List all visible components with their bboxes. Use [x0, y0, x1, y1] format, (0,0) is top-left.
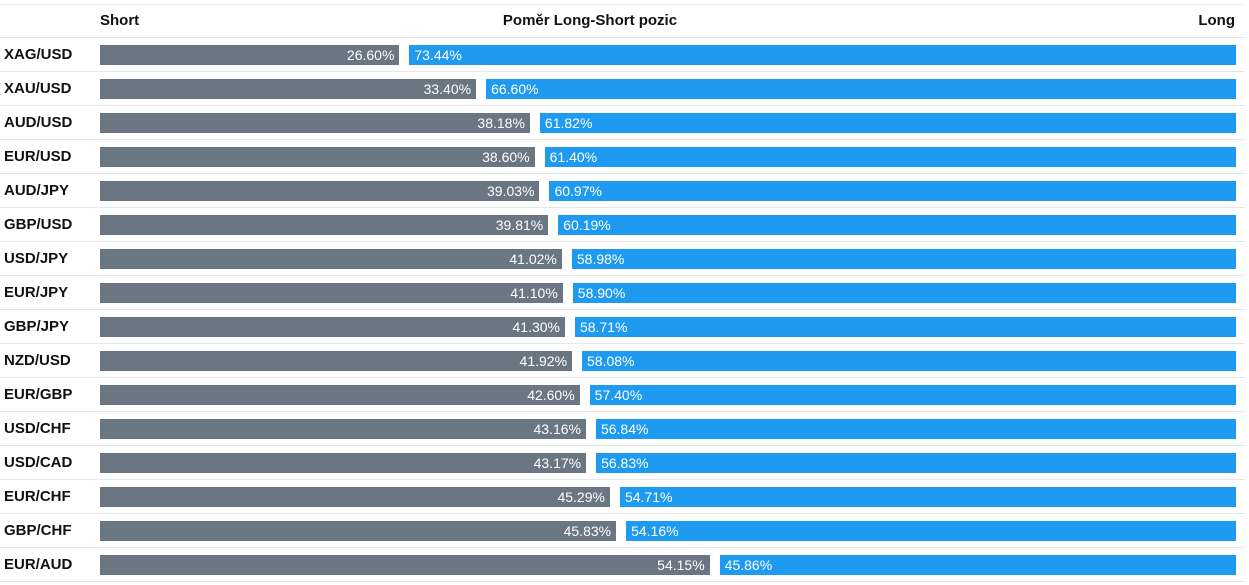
- short-bar: 42.60%: [100, 385, 580, 405]
- short-column-label: Short: [100, 12, 140, 29]
- long-bar: 60.19%: [558, 215, 1236, 235]
- short-bar: 45.83%: [100, 521, 617, 541]
- bar-row: USD/JPY 41.02% 58.98%: [0, 242, 1245, 276]
- long-bar: 58.90%: [572, 283, 1236, 303]
- short-bar: 39.03%: [100, 181, 540, 201]
- bar-row: XAG/USD 26.60% 73.44%: [0, 38, 1245, 72]
- long-bar: 61.40%: [544, 147, 1236, 167]
- category-label: USD/CAD: [4, 454, 73, 471]
- category-label: AUD/JPY: [4, 182, 70, 199]
- category-label: XAG/USD: [4, 46, 73, 63]
- bar-row: NZD/USD 41.92% 58.08%: [0, 344, 1245, 378]
- short-bar: 41.30%: [100, 317, 565, 337]
- category-label: EUR/USD: [4, 148, 72, 165]
- category-label: USD/CHF: [4, 420, 71, 437]
- bar-row: GBP/USD 39.81% 60.19%: [0, 208, 1245, 242]
- category-label: AUD/USD: [4, 114, 73, 131]
- long-bar: 56.83%: [596, 453, 1236, 473]
- long-bar: 57.40%: [589, 385, 1236, 405]
- category-label: GBP/CHF: [4, 522, 72, 539]
- category-label: GBP/USD: [4, 216, 73, 233]
- bar-row: EUR/AUD 54.15% 45.86%: [0, 548, 1245, 582]
- bar-row: GBP/CHF 45.83% 54.16%: [0, 514, 1245, 548]
- long-column-label: Long: [1198, 12, 1235, 29]
- bar-row: GBP/JPY 41.30% 58.71%: [0, 310, 1245, 344]
- long-bar: 56.84%: [595, 419, 1236, 439]
- bar-row: XAU/USD 33.40% 66.60%: [0, 72, 1245, 106]
- short-bar: 41.92%: [100, 351, 573, 371]
- long-bar: 54.16%: [626, 521, 1236, 541]
- short-bar: 43.17%: [100, 453, 587, 473]
- short-bar: 26.60%: [100, 45, 400, 65]
- category-label: EUR/GBP: [4, 386, 73, 403]
- bar-row: EUR/JPY 41.10% 58.90%: [0, 276, 1245, 310]
- category-label: GBP/JPY: [4, 318, 70, 335]
- long-bar: 66.60%: [486, 79, 1236, 99]
- long-bar: 58.08%: [582, 351, 1236, 371]
- short-bar: 43.16%: [100, 419, 586, 439]
- long-bar: 45.86%: [719, 555, 1236, 575]
- short-bar: 41.10%: [100, 283, 563, 303]
- long-bar: 54.71%: [619, 487, 1236, 507]
- category-label: EUR/CHF: [4, 488, 71, 505]
- chart-header: Short Poměr Long-Short pozic Long: [0, 4, 1245, 38]
- bar-rows: XAG/USD 26.60% 73.44% XAU/USD 33.40% 66.60% AU…: [0, 38, 1245, 582]
- chart-title: Poměr Long-Short pozic: [502, 12, 678, 29]
- category-label: EUR/AUD: [4, 556, 73, 573]
- long-bar: 61.82%: [539, 113, 1236, 133]
- bar-row: USD/CHF 43.16% 56.84%: [0, 412, 1245, 446]
- long-bar: 73.44%: [409, 45, 1236, 65]
- short-bar: 39.81%: [100, 215, 549, 235]
- long-bar: 58.71%: [574, 317, 1236, 337]
- short-bar: 45.29%: [100, 487, 610, 507]
- category-label: XAU/USD: [4, 80, 72, 97]
- category-label: USD/JPY: [4, 250, 69, 267]
- short-bar: 33.40%: [100, 79, 477, 99]
- bar-row: EUR/CHF 45.29% 54.71%: [0, 480, 1245, 514]
- category-label: EUR/JPY: [4, 284, 69, 301]
- bar-row: AUD/JPY 39.03% 60.97%: [0, 174, 1245, 208]
- short-bar: 41.02%: [100, 249, 562, 269]
- long-bar: 58.98%: [571, 249, 1236, 269]
- bar-row: USD/CAD 43.17% 56.83%: [0, 446, 1245, 480]
- category-label: NZD/USD: [4, 352, 71, 369]
- long-bar: 60.97%: [549, 181, 1236, 201]
- bar-row: EUR/USD 38.60% 61.40%: [0, 140, 1245, 174]
- short-bar: 38.60%: [100, 147, 535, 167]
- bar-row: AUD/USD 38.18% 61.82%: [0, 106, 1245, 140]
- short-bar: 38.18%: [100, 113, 530, 133]
- bar-row: EUR/GBP 42.60% 57.40%: [0, 378, 1245, 412]
- short-bar: 54.15%: [100, 555, 710, 575]
